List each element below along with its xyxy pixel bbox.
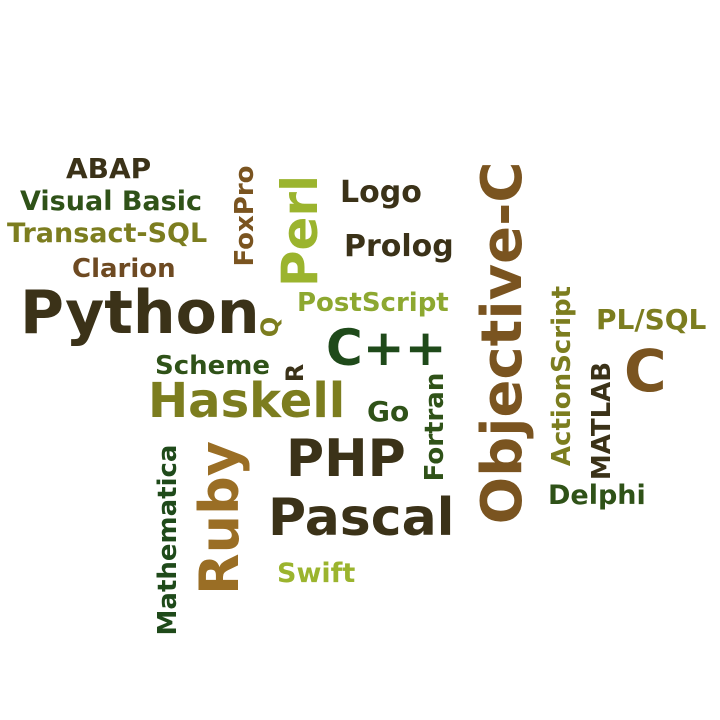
word-fortran: Fortran: [420, 372, 450, 482]
word-pl-sql: PL/SQL: [596, 303, 707, 336]
word-visual-basic: Visual Basic: [20, 186, 202, 217]
word-transact-sql: Transact-SQL: [7, 218, 208, 249]
word-c: C: [624, 337, 667, 405]
word-actionscript: ActionScript: [547, 285, 577, 467]
word-delphi: Delphi: [548, 480, 646, 511]
word-matlab: MATLAB: [587, 361, 617, 481]
word-mathematica: Mathematica: [153, 444, 183, 636]
word-haskell: Haskell: [148, 373, 346, 429]
word-go: Go: [367, 395, 410, 428]
word-cpp: C++: [326, 319, 447, 377]
word-postscript: PostScript: [297, 288, 449, 318]
word-pascal: Pascal: [268, 488, 455, 548]
word-ruby: Ruby: [188, 441, 251, 595]
word-prolog: Prolog: [344, 229, 454, 264]
word-perl: Perl: [271, 174, 329, 288]
word-swift: Swift: [277, 558, 356, 589]
word-clarion: Clarion: [72, 254, 176, 284]
word-logo: Logo: [340, 175, 422, 210]
word-python: Python: [20, 278, 260, 348]
word-scheme: Scheme: [155, 351, 271, 381]
word-foxpro: FoxPro: [230, 165, 260, 267]
word-abap: ABAP: [66, 152, 152, 185]
word-r: R: [281, 363, 309, 383]
word-objective-c: Objective-C: [470, 161, 535, 525]
word-q: Q: [256, 316, 284, 338]
word-php: PHP: [286, 429, 406, 489]
